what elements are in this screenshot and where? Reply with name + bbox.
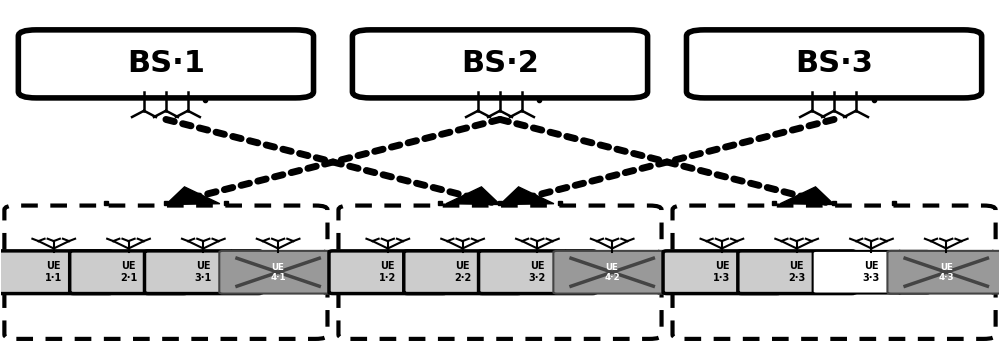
Text: UE
3·3: UE 3·3 — [863, 261, 880, 283]
Polygon shape — [500, 187, 554, 204]
Text: UE
1·3: UE 1·3 — [713, 261, 731, 283]
FancyBboxPatch shape — [338, 205, 662, 339]
FancyBboxPatch shape — [219, 251, 337, 294]
FancyBboxPatch shape — [663, 251, 781, 294]
Text: UE
1·1: UE 1·1 — [45, 261, 62, 283]
Polygon shape — [207, 250, 270, 294]
FancyBboxPatch shape — [553, 251, 671, 294]
Polygon shape — [286, 250, 349, 294]
Polygon shape — [446, 187, 500, 204]
Polygon shape — [166, 187, 220, 204]
FancyBboxPatch shape — [18, 30, 314, 98]
FancyBboxPatch shape — [813, 251, 930, 294]
Text: UE
2·1: UE 2·1 — [120, 261, 137, 283]
Text: UE
4·2: UE 4·2 — [604, 262, 620, 282]
FancyBboxPatch shape — [404, 251, 521, 294]
FancyBboxPatch shape — [144, 251, 262, 294]
Text: UE
2·2: UE 2·2 — [454, 261, 471, 283]
FancyBboxPatch shape — [738, 251, 856, 294]
Polygon shape — [620, 250, 683, 294]
Text: UE
3·2: UE 3·2 — [529, 261, 546, 283]
FancyBboxPatch shape — [0, 251, 113, 294]
Polygon shape — [541, 250, 604, 294]
Polygon shape — [780, 187, 834, 204]
Text: UE
4·3: UE 4·3 — [938, 262, 954, 282]
Text: BS·3: BS·3 — [795, 49, 873, 78]
Polygon shape — [954, 250, 1000, 294]
FancyBboxPatch shape — [887, 251, 1000, 294]
FancyBboxPatch shape — [70, 251, 187, 294]
Text: UE
2·3: UE 2·3 — [788, 261, 805, 283]
FancyBboxPatch shape — [352, 30, 648, 98]
FancyBboxPatch shape — [686, 30, 982, 98]
FancyBboxPatch shape — [673, 205, 996, 339]
FancyBboxPatch shape — [479, 251, 596, 294]
Text: BS·1: BS·1 — [127, 49, 205, 78]
FancyBboxPatch shape — [329, 251, 447, 294]
FancyBboxPatch shape — [4, 205, 327, 339]
Text: UE
4·1: UE 4·1 — [270, 262, 286, 282]
Text: UE
3·1: UE 3·1 — [195, 261, 212, 283]
Text: BS·2: BS·2 — [461, 49, 539, 78]
Text: UE
1·2: UE 1·2 — [379, 261, 396, 283]
Polygon shape — [875, 250, 938, 294]
